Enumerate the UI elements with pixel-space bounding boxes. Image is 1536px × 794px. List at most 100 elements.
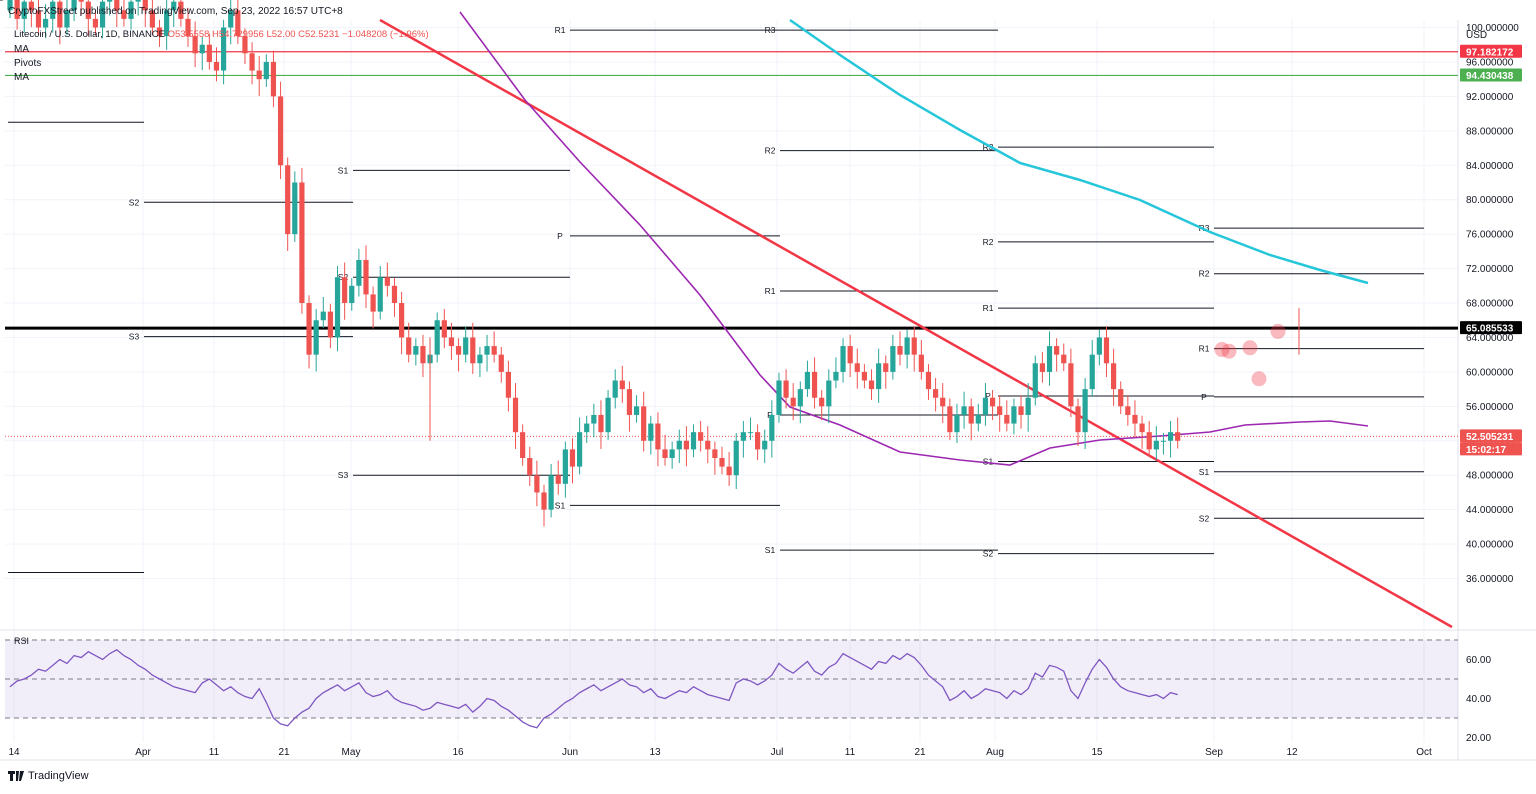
price-tick-label: 60.000000 <box>1466 367 1514 378</box>
price-badge <box>1460 68 1522 82</box>
change-value: −1.048208 (−1.96%) <box>342 29 429 40</box>
time-tick-label: Aug <box>986 747 1004 758</box>
rsi-tick-label: 40.00 <box>1466 694 1491 705</box>
candle-body <box>577 432 583 467</box>
candle-body <box>128 1 134 19</box>
candle-body <box>705 440 711 450</box>
candle-body <box>633 406 640 415</box>
rsi-label[interactable]: RSI <box>14 636 30 646</box>
time-tick-label: 21 <box>914 747 926 758</box>
price-tick-label: 48.000000 <box>1466 471 1514 482</box>
candle-body <box>391 285 398 304</box>
candle-body <box>1054 346 1060 355</box>
candle-body <box>548 475 554 510</box>
pivot-label: P <box>557 231 563 241</box>
time-tick-label: 14 <box>8 747 20 758</box>
moving-averages <box>459 11 1369 466</box>
candle-body <box>1032 363 1038 398</box>
pivot-label: S1 <box>555 500 566 510</box>
price-tick-label: 64.000000 <box>1466 333 1514 344</box>
candle-body <box>1175 432 1181 441</box>
candle-body <box>285 165 291 235</box>
candle-body <box>783 380 789 398</box>
candle-body <box>512 397 519 433</box>
candle-body <box>114 0 120 11</box>
candle-body <box>43 18 49 28</box>
time-tick-label: Jul <box>771 747 784 758</box>
candle-body <box>14 0 20 19</box>
candle-body <box>434 320 440 355</box>
candle-body <box>107 0 113 2</box>
candle-body <box>961 406 967 415</box>
candle-body <box>1118 389 1124 407</box>
price-badge <box>1460 429 1522 443</box>
candle-body <box>911 337 917 355</box>
indicator-pivots-label[interactable]: Pivots <box>14 58 42 69</box>
candle-body <box>826 380 832 407</box>
candle-body <box>790 397 796 407</box>
candle-body <box>833 371 839 381</box>
candle-body <box>1039 363 1045 372</box>
candle-body <box>562 449 568 484</box>
candle-body <box>192 36 198 54</box>
candle-body <box>306 303 312 355</box>
candle-body <box>797 389 803 407</box>
pivot-label: R2 <box>765 146 776 156</box>
indicator-ma2-label[interactable]: MA <box>14 72 29 83</box>
candle-body <box>57 1 63 28</box>
candle-body <box>384 277 390 286</box>
candle-body <box>64 10 70 28</box>
candle-body <box>213 61 220 71</box>
candle-body <box>206 44 212 62</box>
candle-body <box>698 432 704 441</box>
candle-body <box>171 1 177 11</box>
candle-body <box>491 346 497 355</box>
tradingview-brand[interactable]: TradingView <box>8 770 89 782</box>
candle-body <box>313 320 319 355</box>
price-tick-label: 72.000000 <box>1466 264 1514 275</box>
indicator-ma-label[interactable]: MA <box>14 44 29 55</box>
candle-body <box>1103 337 1110 364</box>
pivot-label: S2 <box>983 549 994 559</box>
candle-body <box>947 406 953 433</box>
candle-body <box>662 449 668 458</box>
candle-body <box>1075 406 1081 433</box>
candle-body <box>868 380 875 390</box>
time-axis[interactable]: 14 Apr 11 21 May 16 Jun 13 Jul 11 21 Aug 15 Sep 12 Oct <box>8 747 1432 758</box>
candle-body <box>334 277 341 338</box>
tradingview-logo-icon <box>8 771 24 781</box>
candle-body <box>541 492 547 510</box>
candle-body <box>954 414 960 433</box>
symbol-title[interactable]: Litecoin / U.S. Dollar, 1D, BINANCE <box>14 29 165 40</box>
price-badge <box>1460 321 1522 335</box>
pivot-label: R2 <box>1199 269 1210 279</box>
highlight-markers <box>1214 323 1286 387</box>
candle-body <box>847 346 853 364</box>
close-value: C52. <box>298 29 319 40</box>
candle-body <box>1139 423 1145 433</box>
ma-50-line <box>459 11 1369 466</box>
pivot-label: R1 <box>1199 344 1210 354</box>
highlight-marker <box>1270 323 1286 339</box>
price-badge-text: 94.430438 <box>1466 71 1514 82</box>
pivot-label: R1 <box>555 25 566 35</box>
candle-body <box>968 406 974 424</box>
currency-label: USD <box>1466 30 1487 41</box>
pivot-label: R3 <box>765 25 776 35</box>
candle-body <box>121 10 127 19</box>
low-tail: 00 <box>284 29 296 40</box>
candle-body <box>1011 406 1017 424</box>
candle-body <box>989 397 996 407</box>
candle-body <box>726 466 732 476</box>
candle-body <box>142 0 148 11</box>
price-tick-label: 100.000000 <box>1466 23 1519 34</box>
pivot-label: R1 <box>983 303 994 313</box>
candle-body <box>363 259 369 295</box>
pivot-label: P <box>985 391 991 401</box>
candle-body <box>776 380 782 415</box>
candle-body <box>28 1 34 11</box>
price-axis[interactable]: 100.000000 96.000000 92.000000 88.000000 84.… <box>1466 23 1519 744</box>
candle-body <box>484 346 490 355</box>
candle-body <box>7 0 13 11</box>
